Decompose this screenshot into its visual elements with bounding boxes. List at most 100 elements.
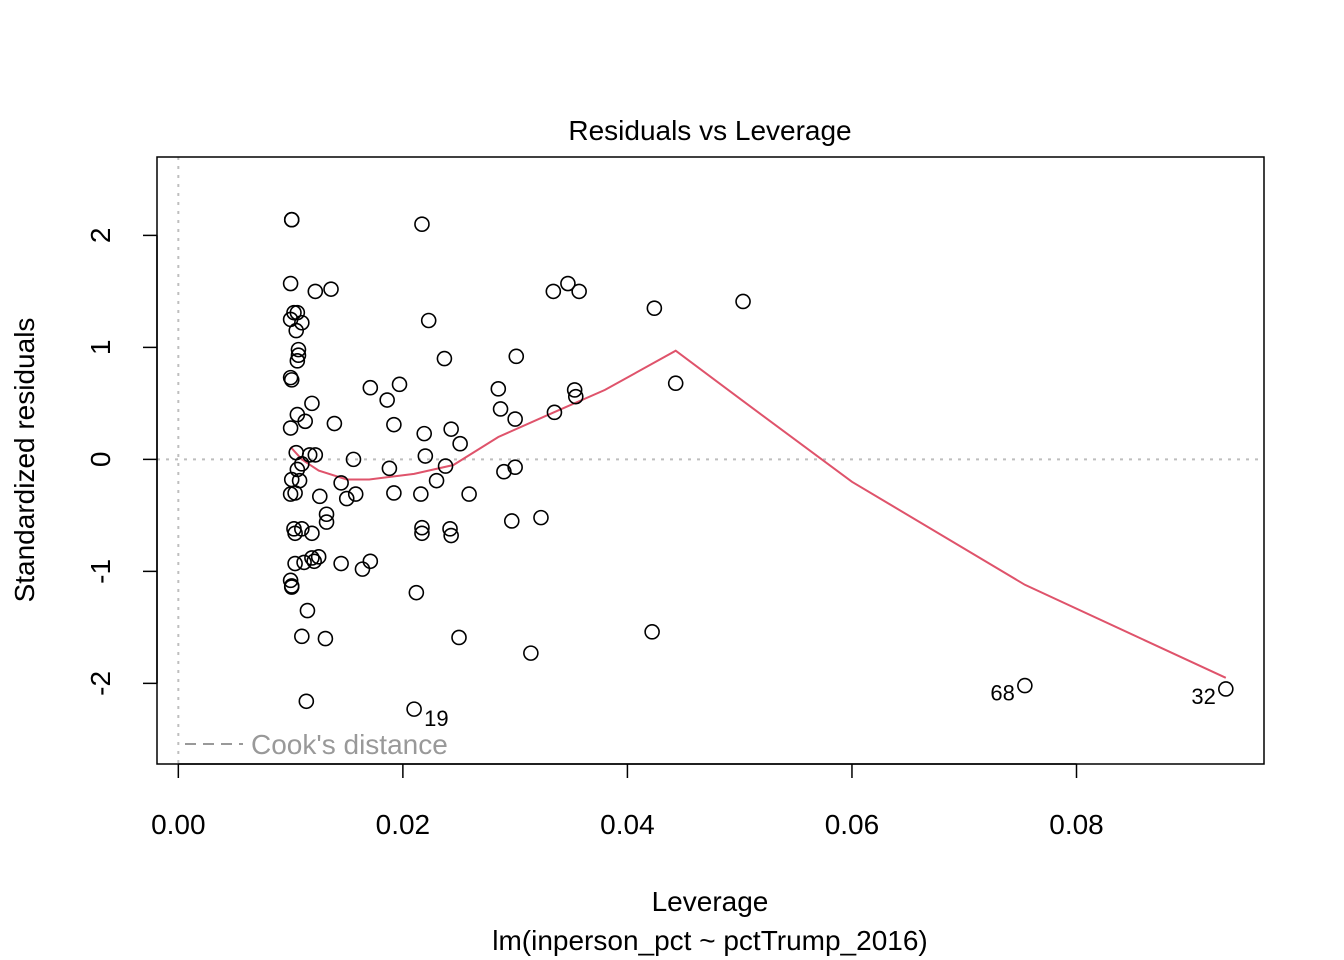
data-point [287,555,303,572]
data-point [406,701,422,717]
points-group [282,211,1234,717]
data-point [443,421,459,437]
data-point [496,463,512,480]
data-point [304,550,320,566]
data-point [490,381,507,397]
data-point [567,388,584,405]
data-point [307,447,324,463]
data-point [437,458,454,474]
chart-title: Residuals vs Leverage [568,115,851,146]
y-tick-label: 0 [85,452,116,468]
model-formula-caption: lm(inperson_pct ~ pctTrump_2016) [492,925,928,956]
data-point [347,486,364,502]
data-point [644,624,660,640]
data-point [492,401,509,417]
data-point [414,216,430,232]
x-axis: 0.00 0.02 0.04 0.06 0.08 [151,763,1104,840]
data-point [318,506,335,523]
data-point [428,472,445,489]
data-point [304,395,320,412]
data-point [282,420,299,436]
data-point [294,314,310,331]
data-point [571,283,587,300]
data-point [301,447,318,463]
data-point [338,490,355,507]
data-point [326,415,343,432]
point-labels-group: 19 68 32 [424,681,1216,732]
data-point [508,348,525,365]
data-point [282,572,299,589]
data-point [391,376,408,393]
x-tick-label: 0.04 [600,809,655,840]
smooth-line-group [289,349,1227,679]
data-point [546,404,563,421]
y-axis-label: Standardized residuals [9,318,40,603]
data-point [318,514,335,530]
data-point [288,322,305,339]
smooth-line [289,349,1227,679]
data-point [646,300,663,316]
data-point [333,555,349,572]
data-point [416,425,433,442]
data-point [304,525,320,542]
data-point [442,521,458,537]
data-point [560,275,576,292]
y-tick-label: -1 [85,559,116,584]
data-point [413,486,429,502]
data-point [451,629,467,646]
data-point [283,372,300,388]
data-point [414,525,430,542]
data-point [362,379,379,396]
data-point [1017,677,1033,694]
point-label: 32 [1191,684,1215,709]
data-point [417,448,434,464]
data-point [299,602,316,619]
point-label: 68 [990,681,1014,706]
data-point [362,553,379,570]
data-point [414,519,430,536]
data-point [379,392,395,408]
data-point [311,488,328,505]
y-axis: -2 -1 0 1 2 [85,228,158,696]
x-tick-label: 0.00 [151,809,206,840]
y-tick-label: 1 [85,340,116,356]
data-point [290,347,307,364]
data-point [386,485,402,501]
legend: Cook's distance [185,729,448,760]
point-label: 19 [424,706,448,731]
data-point [297,413,313,430]
y-tick-label: 2 [85,228,116,244]
data-point [290,341,307,358]
data-point [461,486,477,502]
data-point [381,460,398,477]
data-point [333,475,349,491]
data-point [306,553,322,570]
data-point [345,451,362,468]
plot-frame [156,156,1265,765]
data-point [294,628,310,645]
data-point [667,375,684,392]
data-point [420,312,437,329]
data-point [323,281,339,297]
data-point [282,275,299,292]
data-point [443,527,459,544]
data-point [310,549,327,565]
data-point [545,283,562,300]
data-point [452,435,468,452]
data-point [307,283,324,300]
legend-label: Cook's distance [251,729,448,760]
data-point [294,521,310,537]
data-point [283,579,300,595]
x-tick-label: 0.02 [376,809,431,840]
data-point [294,456,310,472]
x-tick-label: 0.06 [825,809,880,840]
reference-lines [157,157,1264,764]
x-axis-label: Leverage [652,886,769,917]
data-point [523,645,539,661]
data-point [507,411,523,427]
data-point [533,509,549,526]
data-point [408,584,425,601]
data-point [1218,681,1234,697]
data-point [317,630,334,647]
